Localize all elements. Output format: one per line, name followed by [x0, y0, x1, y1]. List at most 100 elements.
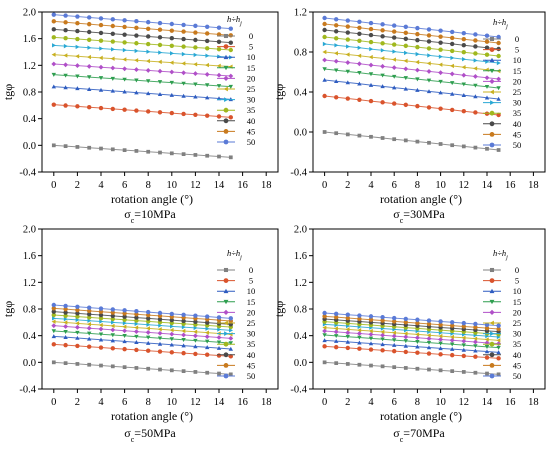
data-point	[146, 91, 151, 96]
data-point	[75, 54, 80, 59]
data-point	[461, 370, 466, 374]
data-point	[75, 104, 80, 109]
data-point	[181, 338, 186, 342]
x-tick-label: 8	[146, 397, 151, 408]
data-point	[368, 72, 374, 77]
data-point	[357, 335, 362, 340]
data-point	[496, 112, 501, 118]
data-point	[98, 316, 104, 321]
chart-panel-2: 0 2 4 6 8 10 12 14 16 18 -0.4 0.0 0.4 0.8 1.2 rotation …	[272, 8, 546, 225]
legend-marker	[223, 363, 229, 368]
data-point	[403, 339, 408, 344]
series-line	[53, 74, 231, 88]
caption-value: =70MPa	[403, 426, 445, 440]
data-point	[368, 317, 374, 322]
data-point	[75, 74, 80, 79]
series-line	[324, 339, 499, 353]
data-point	[334, 334, 339, 339]
data-point	[380, 73, 385, 78]
data-point	[426, 27, 432, 32]
data-point	[63, 330, 68, 334]
data-point	[228, 346, 233, 351]
data-point	[217, 54, 222, 59]
data-point	[146, 322, 151, 327]
data-point	[357, 45, 362, 50]
data-point	[404, 50, 408, 56]
data-point	[496, 53, 501, 59]
data-point	[87, 145, 92, 150]
data-point	[357, 133, 362, 138]
data-point	[216, 25, 222, 30]
series-line	[53, 361, 231, 375]
data-point	[415, 25, 420, 31]
data-point	[75, 36, 80, 42]
data-point	[414, 335, 420, 341]
data-point	[450, 55, 455, 61]
data-point	[98, 64, 104, 70]
data-point	[75, 14, 80, 19]
data-point	[87, 15, 92, 20]
data-point	[63, 35, 68, 41]
data-point	[392, 74, 397, 79]
x-tick-label: 14	[482, 397, 493, 408]
data-point	[368, 20, 374, 26]
data-point	[51, 360, 56, 365]
data-point	[122, 311, 127, 316]
x-tick-label: 14	[214, 397, 225, 408]
legend-entry-label: 50	[247, 371, 256, 381]
legend-marker	[223, 75, 229, 82]
data-point	[181, 350, 186, 356]
y-tick-label: 1.6	[23, 34, 36, 45]
data-point	[110, 106, 116, 112]
data-point	[146, 326, 150, 331]
y-tick-label: 0.8	[294, 48, 307, 59]
data-point	[98, 38, 104, 43]
data-point	[205, 24, 210, 29]
data-point	[334, 36, 339, 41]
data-point	[216, 315, 222, 320]
x-tick-label: 10	[435, 397, 446, 408]
data-point	[98, 326, 104, 332]
data-point	[484, 345, 490, 350]
data-point	[122, 346, 127, 352]
data-point	[146, 19, 151, 25]
data-point	[98, 332, 104, 337]
data-point	[369, 363, 373, 368]
data-point	[357, 19, 362, 24]
data-point	[345, 312, 350, 317]
x-tick-label: 10	[435, 180, 446, 191]
legend-entry-label: 30	[247, 95, 256, 105]
legend-marker	[223, 288, 229, 294]
data-point	[438, 142, 443, 146]
data-point	[63, 85, 68, 90]
data-point	[357, 38, 362, 43]
series-15	[51, 329, 233, 346]
data-point	[380, 28, 385, 33]
series-20	[322, 57, 502, 82]
data-point	[228, 372, 233, 377]
data-point	[368, 98, 374, 104]
data-point	[345, 30, 350, 35]
data-point	[98, 337, 104, 342]
legend-marker	[489, 89, 494, 95]
data-point	[134, 315, 139, 320]
data-point	[157, 80, 163, 85]
series-line	[53, 20, 231, 36]
data-point	[87, 21, 92, 27]
data-point	[357, 346, 362, 351]
data-point	[496, 345, 501, 350]
data-point	[415, 350, 420, 355]
legend-entry-label: 40	[513, 119, 522, 129]
caption-symbol: σ	[393, 207, 400, 221]
y-tick-label: 0.0	[23, 141, 36, 152]
data-point	[450, 143, 455, 148]
data-point	[134, 366, 139, 370]
data-point	[193, 82, 198, 87]
data-point	[169, 60, 174, 65]
data-point	[205, 83, 210, 88]
data-point	[169, 43, 174, 48]
data-point	[228, 332, 233, 337]
data-point	[205, 153, 210, 158]
data-point	[157, 317, 163, 322]
